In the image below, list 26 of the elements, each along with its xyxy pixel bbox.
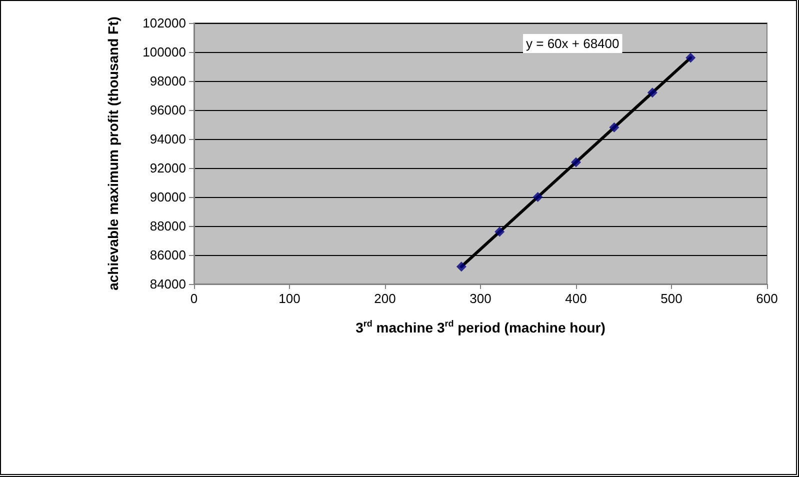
x-tick-label: 600	[756, 291, 778, 306]
point	[494, 226, 505, 237]
x-tick-label: 200	[374, 291, 396, 306]
y-tick-label: 100000	[142, 44, 186, 60]
x-tick-label: 500	[660, 291, 682, 306]
point	[532, 192, 543, 202]
y-axis-title: achievable maximum profit (thousand Ft)	[105, 16, 121, 290]
x-tick-label: 100	[278, 291, 300, 306]
x-tick-label: 0	[190, 291, 198, 306]
point	[647, 88, 658, 98]
point	[609, 122, 620, 132]
x-tick-label: 300	[470, 291, 492, 306]
y-tick-label: 90000	[150, 190, 186, 204]
y-tick-label: 102000	[142, 16, 186, 30]
y-tick-label: 92000	[150, 160, 186, 176]
x-tick-label: 400	[565, 291, 587, 306]
y-tick-label: 84000	[150, 276, 186, 292]
annotation: y = 60x + 68400	[526, 36, 620, 51]
point	[456, 262, 466, 272]
point	[686, 52, 696, 63]
y-tick-label: 98000	[150, 74, 186, 88]
y-tick-label: 96000	[150, 102, 186, 118]
y-tick-label: 86000	[150, 248, 186, 262]
y-tick-label: 94000	[150, 132, 186, 146]
point	[571, 157, 581, 168]
y-tick-label: 88000	[150, 218, 186, 234]
